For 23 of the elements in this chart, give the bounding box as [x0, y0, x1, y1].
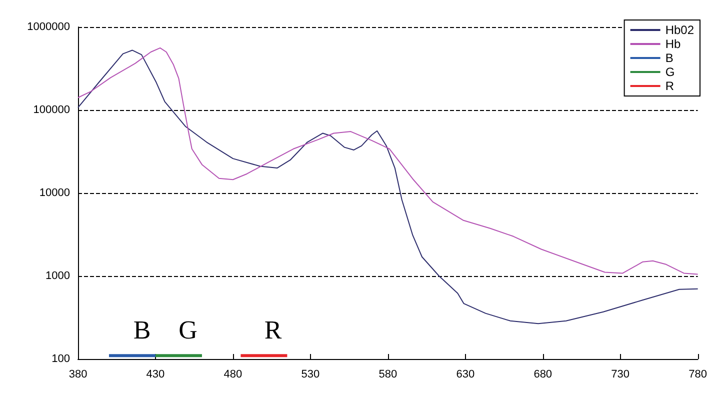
- y-tick-label: 10000: [39, 187, 70, 199]
- x-tick-label: 780: [688, 368, 708, 380]
- annotation: B: [133, 316, 151, 344]
- legend-label: B: [665, 51, 674, 65]
- legend-label: G: [665, 65, 675, 79]
- x-tick-label: 730: [611, 368, 630, 380]
- y-tick-label: 100000: [33, 104, 70, 116]
- x-tick-label: 380: [68, 368, 88, 380]
- annotation: R: [264, 316, 282, 344]
- x-tick-label: 480: [224, 368, 242, 380]
- line-series: [78, 47, 698, 275]
- x-tick-label: 530: [301, 368, 320, 380]
- y-tick-label: 1000000: [27, 21, 70, 33]
- x-tick-label: 630: [456, 368, 475, 380]
- legend-label: Hb: [665, 37, 681, 51]
- y-tick-label: 1000: [46, 270, 70, 282]
- x-tick-label: 680: [534, 368, 552, 380]
- y-tick-label: 100: [52, 353, 70, 365]
- x-tick-label: 430: [146, 368, 165, 380]
- legend-label: Hb02: [665, 23, 694, 37]
- annotation: G: [178, 316, 198, 344]
- legend-label: R: [665, 79, 674, 93]
- x-tick-label: 580: [378, 368, 398, 380]
